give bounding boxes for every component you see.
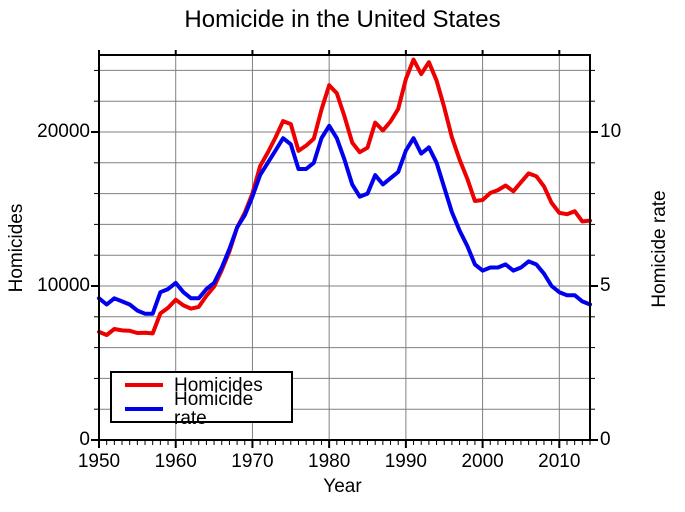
chart-title: Homicide in the United States <box>184 6 501 33</box>
series-homicide-rate <box>97 123 592 316</box>
series-homicides <box>97 57 592 337</box>
x-tick-label-1960: 1960 <box>154 451 197 472</box>
plot-border <box>98 54 591 441</box>
legend-line-homicides-icon <box>125 383 163 387</box>
x-tick-label-2000: 2000 <box>461 451 504 472</box>
x-tick-label-2010: 2010 <box>538 451 581 472</box>
y-right-tick-label-0: 0 <box>600 429 611 450</box>
legend-line-homicide-rate-icon <box>125 407 163 411</box>
y-left-tick-label-10000: 10000 <box>37 275 90 296</box>
legend-label-homicide-rate: Homicide rate <box>174 389 254 429</box>
x-axis-label: Year <box>323 476 362 497</box>
x-tick-label-1970: 1970 <box>231 451 274 472</box>
x-tick-label-1950: 1950 <box>77 451 121 472</box>
legend: Homicides Homicide rate <box>110 371 293 428</box>
legend-item-homicides: Homicides <box>125 373 291 397</box>
legend-item-homicide-rate: Homicide rate <box>125 390 291 428</box>
y-right-tick-label-10: 10 <box>600 121 622 142</box>
x-tick-label-1980: 1980 <box>308 451 351 472</box>
y-right-tick-label-5: 5 <box>600 275 611 296</box>
x-tick-label-1990: 1990 <box>384 451 428 472</box>
y-axis-label-left: Homicides <box>6 203 27 293</box>
legend-label-homicides: Homicides <box>174 374 263 396</box>
y-axis-label-right: Homicide rate <box>649 190 670 308</box>
y-left-tick-label-20000: 20000 <box>37 121 90 142</box>
y-left-tick-label-0: 0 <box>79 429 90 450</box>
